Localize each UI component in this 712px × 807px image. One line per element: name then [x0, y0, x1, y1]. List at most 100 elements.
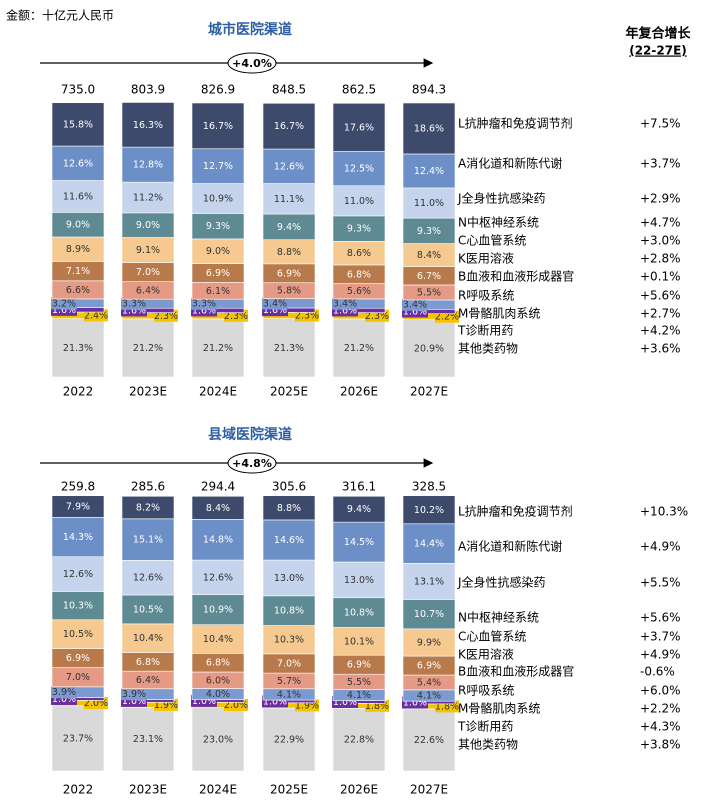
- label-box: [332, 297, 358, 310]
- bar-segment: [51, 212, 105, 238]
- cagr-label: +2.9%: [640, 192, 681, 206]
- value-label: 3.9%: [52, 687, 76, 698]
- cagr-label: +4.7%: [640, 216, 681, 230]
- value-label: 1.0%: [403, 698, 427, 709]
- bar-segment: [51, 145, 105, 181]
- value-label: 21.2%: [203, 343, 233, 354]
- value-label: 14.8%: [203, 535, 233, 546]
- total-label: 328.5: [412, 480, 446, 494]
- value-label: 22.6%: [414, 735, 444, 746]
- value-label: 5.7%: [277, 676, 301, 687]
- value-label: 3.3%: [122, 299, 146, 310]
- value-label: 22.9%: [274, 735, 304, 746]
- value-label: 9.4%: [277, 222, 301, 233]
- value-label: 2.0%: [84, 698, 108, 709]
- cagr-label: +4.9%: [640, 648, 681, 662]
- bar-segment: [332, 561, 386, 599]
- value-label: 5.6%: [347, 286, 371, 297]
- value-label: 6.9%: [277, 268, 301, 279]
- value-label: 8.8%: [277, 247, 301, 258]
- value-label: 6.9%: [206, 268, 230, 279]
- x-tick-label: 2024E: [199, 385, 237, 399]
- value-label: 9.3%: [417, 226, 441, 237]
- value-label: 12.4%: [414, 166, 444, 177]
- value-label: 1.6%: [192, 305, 216, 316]
- legend-label: N中枢神经系统: [458, 215, 539, 230]
- value-label: 7.0%: [136, 267, 160, 278]
- value-label: 7.0%: [66, 672, 90, 683]
- value-label: 1.6%: [122, 305, 146, 316]
- cagr-label: +5.6%: [640, 611, 681, 625]
- x-tick-label: 2025E: [270, 385, 308, 399]
- bar-segment: [121, 102, 175, 148]
- bar-segment: [332, 151, 386, 187]
- value-label: 10.5%: [133, 604, 163, 615]
- value-label: 1.6%: [52, 305, 76, 316]
- value-label: 1.6%: [403, 307, 427, 318]
- cagr-label: +3.7%: [640, 157, 681, 171]
- value-label: 13.0%: [344, 575, 374, 586]
- bar-segment: [402, 708, 456, 772]
- cagr-label: +10.3%: [640, 505, 688, 519]
- value-label: 14.4%: [414, 539, 444, 550]
- cagr-label: +3.8%: [640, 738, 681, 752]
- chart-title: 县域医院渠道: [208, 426, 292, 443]
- bar-segment: [262, 559, 316, 597]
- bar-segment: [51, 705, 105, 772]
- bar-segment: [262, 495, 316, 521]
- bar-segment: [51, 517, 105, 558]
- value-label: 3.3%: [192, 299, 216, 310]
- bar-segment: [51, 556, 105, 592]
- value-label: 1.8%: [435, 701, 459, 712]
- legend-label: J全身性抗感染药: [457, 575, 546, 590]
- bar-segment: [262, 707, 316, 772]
- value-label: 2.2%: [435, 312, 459, 323]
- bar-segment: [121, 707, 175, 772]
- value-label: 6.4%: [136, 285, 160, 296]
- bar-segment: [262, 102, 316, 150]
- label-box: [121, 688, 147, 701]
- cagr-label: +4.9%: [640, 540, 681, 554]
- bar-segment: [332, 495, 386, 523]
- value-label: 6.9%: [66, 653, 90, 664]
- value-label: 6.7%: [417, 271, 441, 282]
- value-label: 4.1%: [347, 690, 371, 701]
- value-label: 10.9%: [203, 605, 233, 616]
- legend-label: B血液和血液形成器官: [458, 664, 574, 679]
- bar-segment: [402, 217, 456, 244]
- value-label: 1.6%: [333, 305, 357, 316]
- value-label: 1.0%: [192, 696, 216, 707]
- value-label: 9.0%: [136, 220, 160, 231]
- value-label: 22.8%: [344, 735, 374, 746]
- label-box: [191, 297, 217, 310]
- value-label: 8.9%: [66, 244, 90, 255]
- legend-label: C心血管系统: [458, 233, 526, 248]
- x-tick-label: 2025E: [270, 783, 308, 797]
- bar-segment: [332, 707, 386, 772]
- value-label: 18.6%: [414, 123, 444, 134]
- total-label: 848.5: [272, 83, 306, 97]
- unit-label: 金额：十亿元人民币: [6, 8, 114, 23]
- bar-segment: [51, 591, 105, 621]
- x-tick-label: 2027E: [410, 385, 448, 399]
- legend-label: J全身性抗感染药: [457, 191, 546, 206]
- bar-segment: [121, 237, 175, 263]
- legend-label: A消化道和新陈代谢: [458, 539, 562, 554]
- value-label: 3.4%: [263, 298, 287, 309]
- legend-label: T诊断用药: [457, 323, 513, 338]
- value-label: 20.9%: [414, 343, 444, 354]
- bar-segment: [121, 146, 175, 183]
- legend-label: R呼吸系统: [458, 684, 514, 698]
- total-label: 305.6: [272, 480, 306, 494]
- bar-segment: [191, 183, 245, 214]
- value-label: 6.8%: [206, 658, 230, 669]
- value-label: 1.9%: [154, 700, 178, 711]
- bar-segment: [51, 619, 105, 649]
- value-label: 10.8%: [344, 608, 374, 619]
- value-label: 6.9%: [347, 660, 371, 671]
- value-label: 12.5%: [344, 164, 374, 175]
- bar-segment: [121, 212, 175, 238]
- legend-label: B血液和血液形成器官: [458, 269, 574, 284]
- cagr-label: +4.3%: [640, 720, 681, 734]
- label-box: [121, 297, 147, 310]
